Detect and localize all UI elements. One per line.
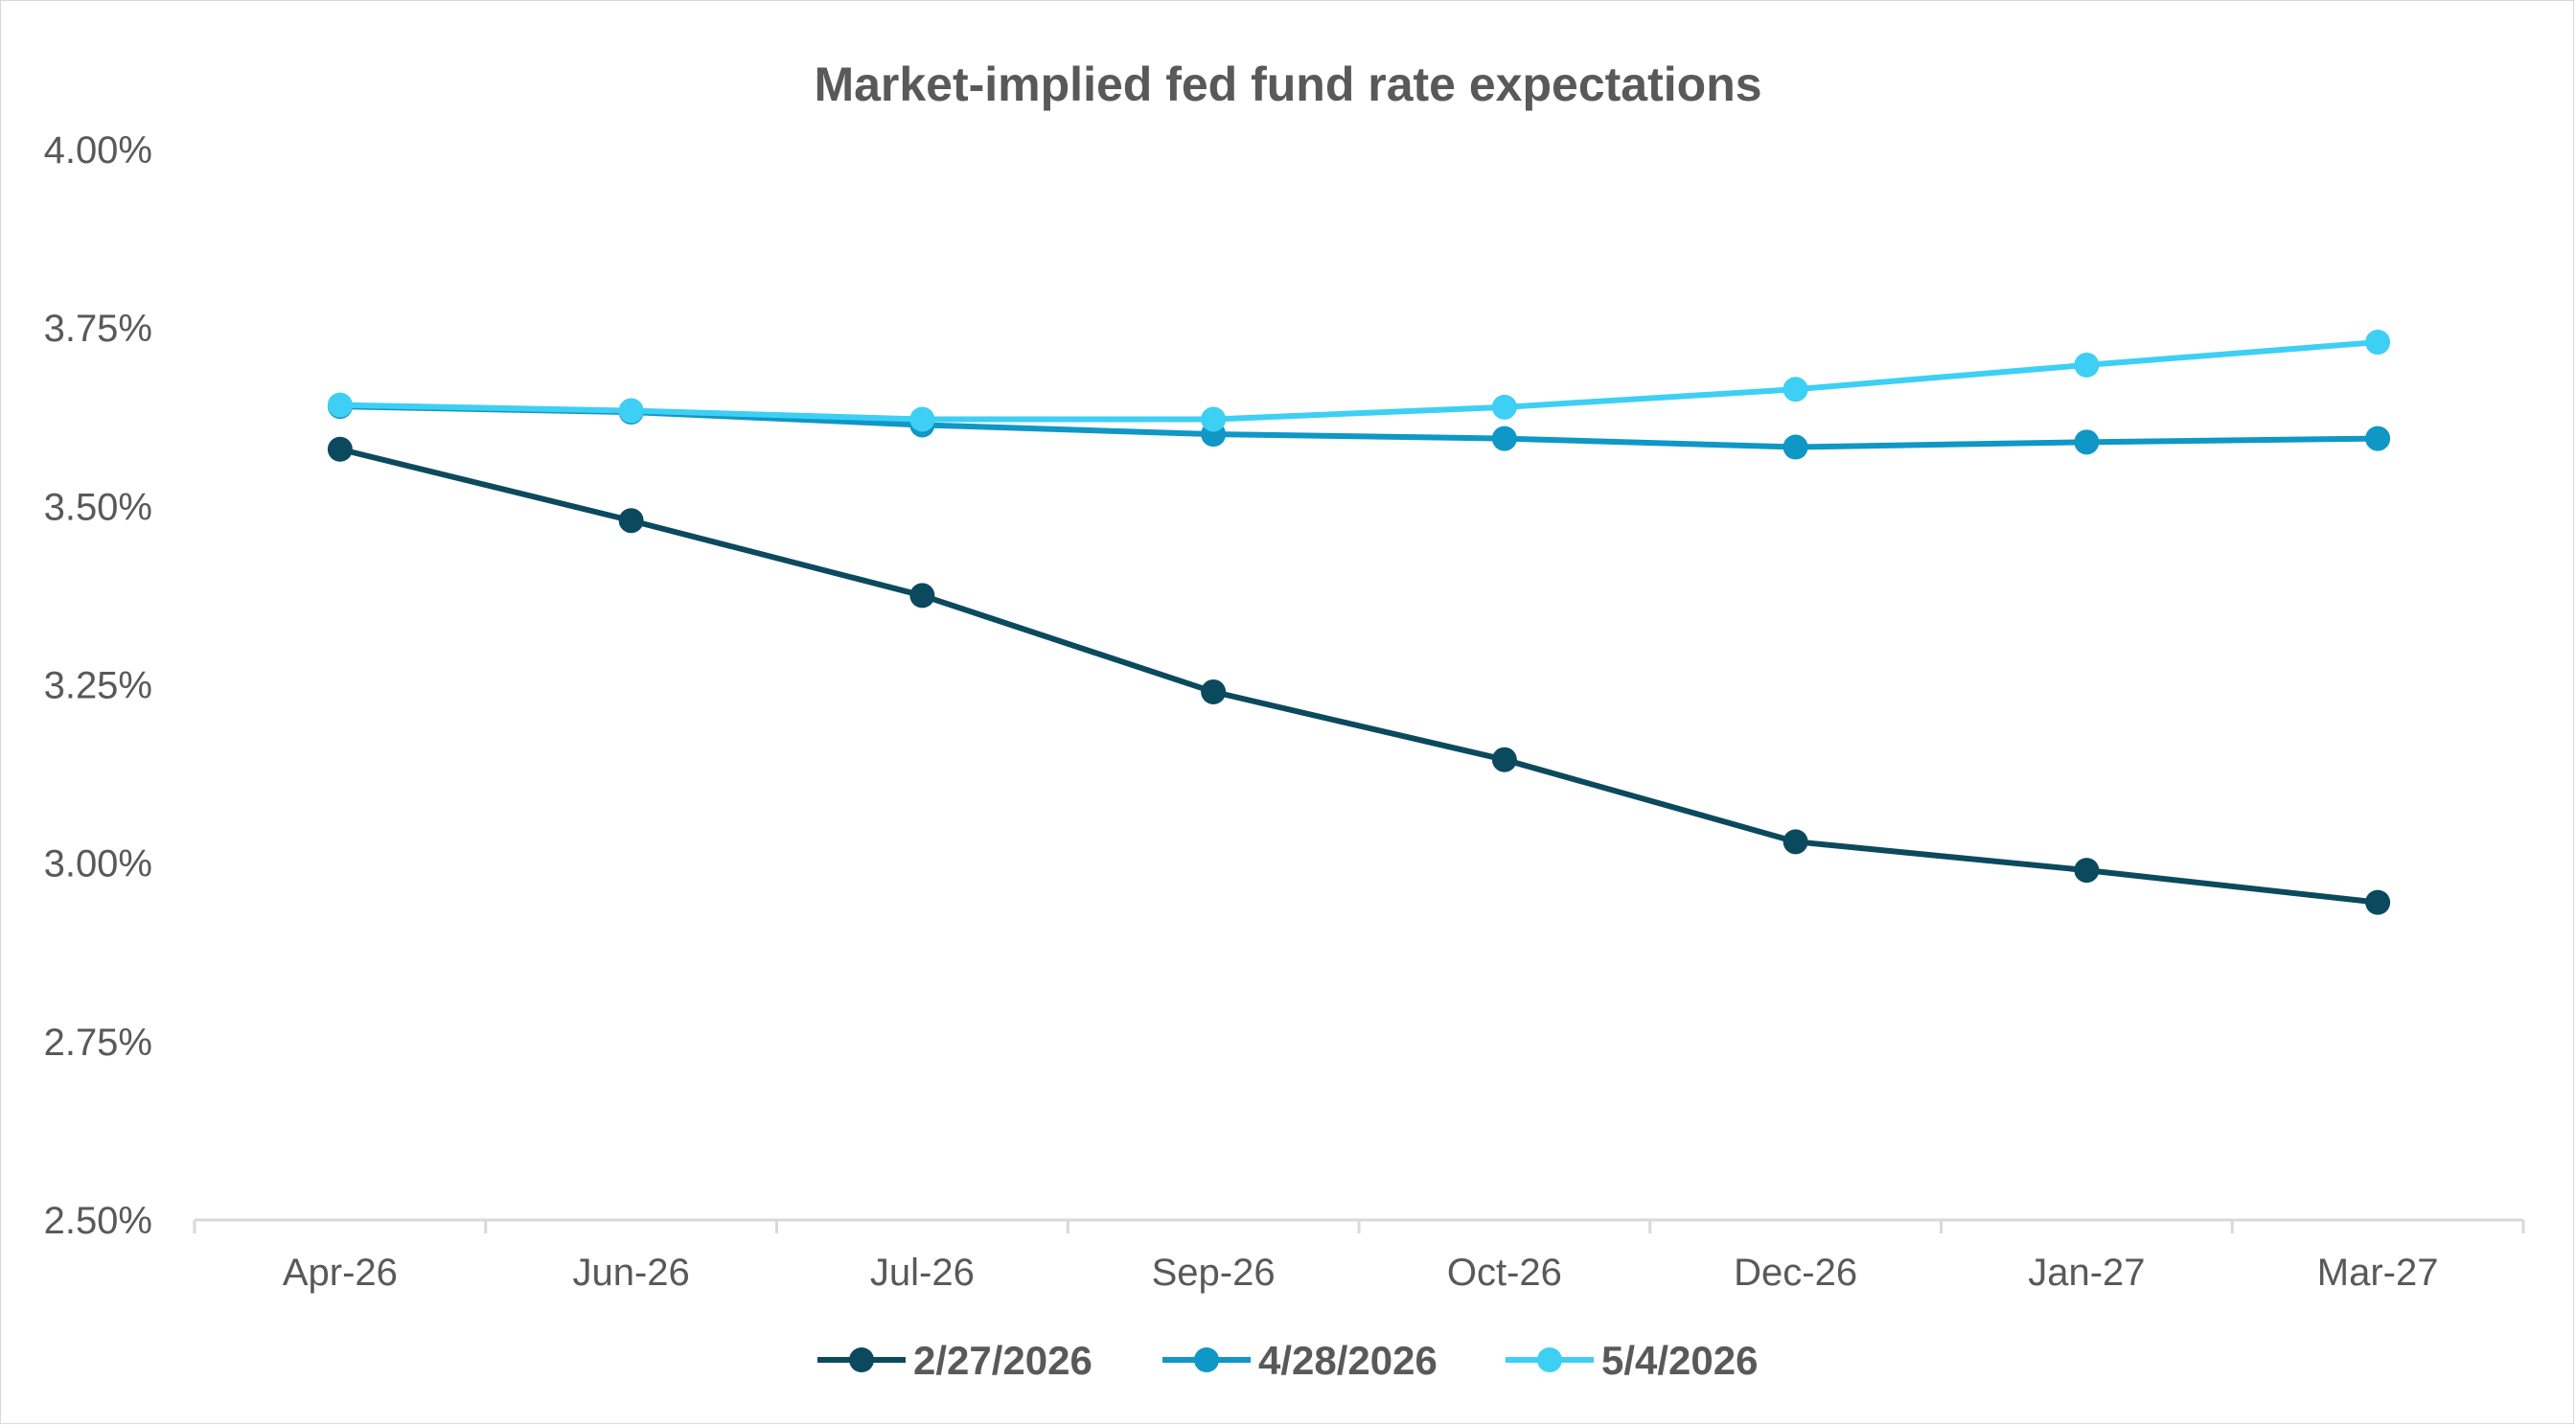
legend: 2/27/2026 4/28/2026 5/4/2026: [817, 1338, 1759, 1383]
data-point: [327, 392, 353, 418]
data-point: [2365, 889, 2391, 915]
data-point: [2365, 330, 2391, 356]
data-point: [1782, 377, 1808, 402]
legend-marker: [1194, 1347, 1219, 1372]
legend-label: 4/28/2026: [1258, 1338, 1438, 1383]
y-tick-label: 3.00%: [44, 843, 152, 886]
series-layer: [327, 330, 2391, 915]
legend-label: 2/27/2026: [913, 1338, 1092, 1383]
y-tick-label: 3.50%: [44, 486, 152, 528]
data-point: [1201, 678, 1227, 704]
legend-marker: [849, 1347, 874, 1372]
data-point: [618, 398, 644, 424]
data-point: [1491, 426, 1517, 451]
x-tick-label: Jan-27: [2028, 1252, 2145, 1294]
legend-item: 4/28/2026: [1162, 1338, 1438, 1383]
x-tick-label: Jun-26: [572, 1252, 689, 1294]
y-tick-label: 3.25%: [44, 665, 152, 707]
data-point: [909, 406, 935, 432]
y-tick-label: 4.00%: [44, 129, 152, 172]
legend-item: 5/4/2026: [1506, 1338, 1759, 1383]
data-point: [909, 583, 935, 609]
series-3: [327, 330, 2391, 432]
data-point: [1782, 829, 1808, 855]
x-tick-label: Apr-26: [283, 1252, 398, 1294]
y-axis: 2.50% 2.75% 3.00% 3.25% 3.50% 3.75% 4.00%: [44, 129, 152, 1242]
series-line: [336, 446, 2381, 906]
x-tick-label: Sep-26: [1152, 1252, 1276, 1294]
data-point: [2365, 426, 2391, 451]
chart-title: Market-implied fed fund rate expectation…: [814, 58, 1761, 111]
legend-item: 2/27/2026: [817, 1338, 1092, 1383]
data-point: [618, 508, 644, 534]
data-point: [2074, 429, 2100, 455]
x-tick-label: Jul-26: [870, 1252, 975, 1294]
legend-label: 5/4/2026: [1601, 1338, 1759, 1383]
x-tick-label: Oct-26: [1447, 1252, 1562, 1294]
legend-marker: [1537, 1347, 1562, 1372]
y-tick-label: 3.75%: [44, 308, 152, 350]
data-point: [327, 436, 353, 462]
series-1: [327, 436, 2391, 915]
data-point: [2074, 858, 2100, 884]
data-point: [2074, 352, 2100, 378]
data-point: [1491, 747, 1517, 772]
series-line: [336, 339, 2381, 423]
data-point: [1782, 434, 1808, 460]
x-tick-label: Dec-26: [1734, 1252, 1857, 1294]
x-tick-label: Mar-27: [2317, 1252, 2439, 1294]
x-axis: Apr-26 Jun-26 Jul-26 Sep-26 Oct-26 Dec-26 Jan-…: [193, 1218, 2525, 1294]
data-point: [1201, 406, 1227, 432]
data-point: [1491, 394, 1517, 420]
y-tick-label: 2.50%: [44, 1200, 152, 1242]
y-tick-label: 2.75%: [44, 1022, 152, 1064]
